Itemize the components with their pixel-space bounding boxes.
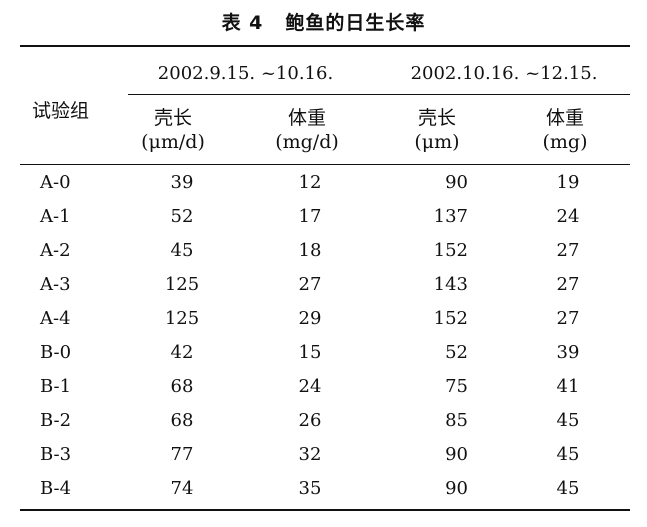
table-cell: 52: [170, 206, 194, 227]
table-cell: 27: [556, 274, 580, 295]
table-cell: 18: [298, 240, 322, 261]
table-cell: 17: [298, 206, 322, 227]
table-cell: 26: [298, 410, 322, 431]
table-cell: 152: [433, 308, 468, 329]
table-cell: 68: [170, 410, 194, 431]
table-cell: 75: [445, 376, 468, 397]
col-header-4-name: 体重: [545, 107, 584, 129]
col-header-3-name: 壳长: [417, 107, 456, 129]
table-cell: 27: [556, 240, 580, 261]
col-header-4: 体重 (mg): [520, 106, 610, 154]
row-group-label: A-3: [40, 274, 71, 295]
row-group-label: B-2: [40, 410, 72, 431]
col-header-4-unit: (mg): [542, 131, 588, 153]
row-group-label: B-3: [40, 444, 72, 465]
table-cell: 42: [170, 342, 194, 363]
table-cell: 77: [170, 444, 194, 465]
row-group-label: A-0: [40, 172, 71, 193]
table-cell: 35: [298, 478, 322, 499]
table-number: 表 4: [221, 12, 264, 34]
table-cell: 68: [170, 376, 194, 397]
table-cell: 27: [298, 274, 322, 295]
row-group-label: B-0: [40, 342, 72, 363]
col-header-1-name: 壳长: [153, 107, 192, 129]
table-title: 鲍鱼的日生长率: [285, 12, 426, 34]
table-cell: 24: [298, 376, 322, 397]
table-cell: 41: [556, 376, 580, 397]
table-cell: 90: [445, 478, 468, 499]
table-cell: 45: [170, 240, 194, 261]
col-header-3: 壳长 (μm): [392, 106, 482, 154]
table-cell: 32: [298, 444, 322, 465]
table-cell: 137: [433, 206, 468, 227]
col-header-1-unit: (μm/d): [141, 131, 205, 153]
table-cell: 27: [556, 308, 580, 329]
table-cell: 39: [556, 342, 580, 363]
table-cell: 24: [556, 206, 580, 227]
col-header-3-unit: (μm): [414, 131, 460, 153]
period-header-2: 2002.10.16. ~12.15.: [410, 63, 598, 84]
table-cell: 125: [164, 274, 200, 295]
table-cell: 19: [556, 172, 580, 193]
table-bottom-rule: [20, 509, 630, 511]
row-group-label: A-4: [40, 308, 71, 329]
col-header-2-unit: (mg/d): [275, 131, 339, 153]
table-cell: 45: [556, 410, 580, 431]
col-header-1: 壳长 (μm/d): [128, 106, 218, 154]
period-header-1: 2002.9.15. ~10.16.: [157, 63, 334, 84]
table-cell: 15: [298, 342, 322, 363]
table-cell: 143: [433, 274, 468, 295]
table-cell: 152: [433, 240, 468, 261]
col-header-2-name: 体重: [287, 107, 326, 129]
table-cell: 74: [170, 478, 194, 499]
table-cell: 90: [445, 172, 468, 193]
table-cell: 90: [445, 444, 468, 465]
table-cell: 39: [170, 172, 194, 193]
col-header-2: 体重 (mg/d): [262, 106, 352, 154]
table-caption: 表 4 鲍鱼的日生长率: [0, 8, 647, 35]
table-cell: 85: [445, 410, 468, 431]
period-span-rule: [128, 94, 630, 95]
table-top-rule: [20, 45, 630, 47]
table-cell: 29: [298, 308, 322, 329]
row-group-label: A-1: [40, 206, 71, 227]
table-cell: 45: [556, 478, 580, 499]
row-group-label: B-4: [40, 478, 72, 499]
table-cell: 45: [556, 444, 580, 465]
table-cell: 125: [164, 308, 200, 329]
row-group-label: A-2: [40, 240, 71, 261]
row-header: 试验组: [32, 100, 90, 122]
row-group-label: B-1: [40, 376, 72, 397]
header-bottom-rule: [20, 164, 630, 165]
table-cell: 52: [445, 342, 468, 363]
table-cell: 12: [298, 172, 322, 193]
